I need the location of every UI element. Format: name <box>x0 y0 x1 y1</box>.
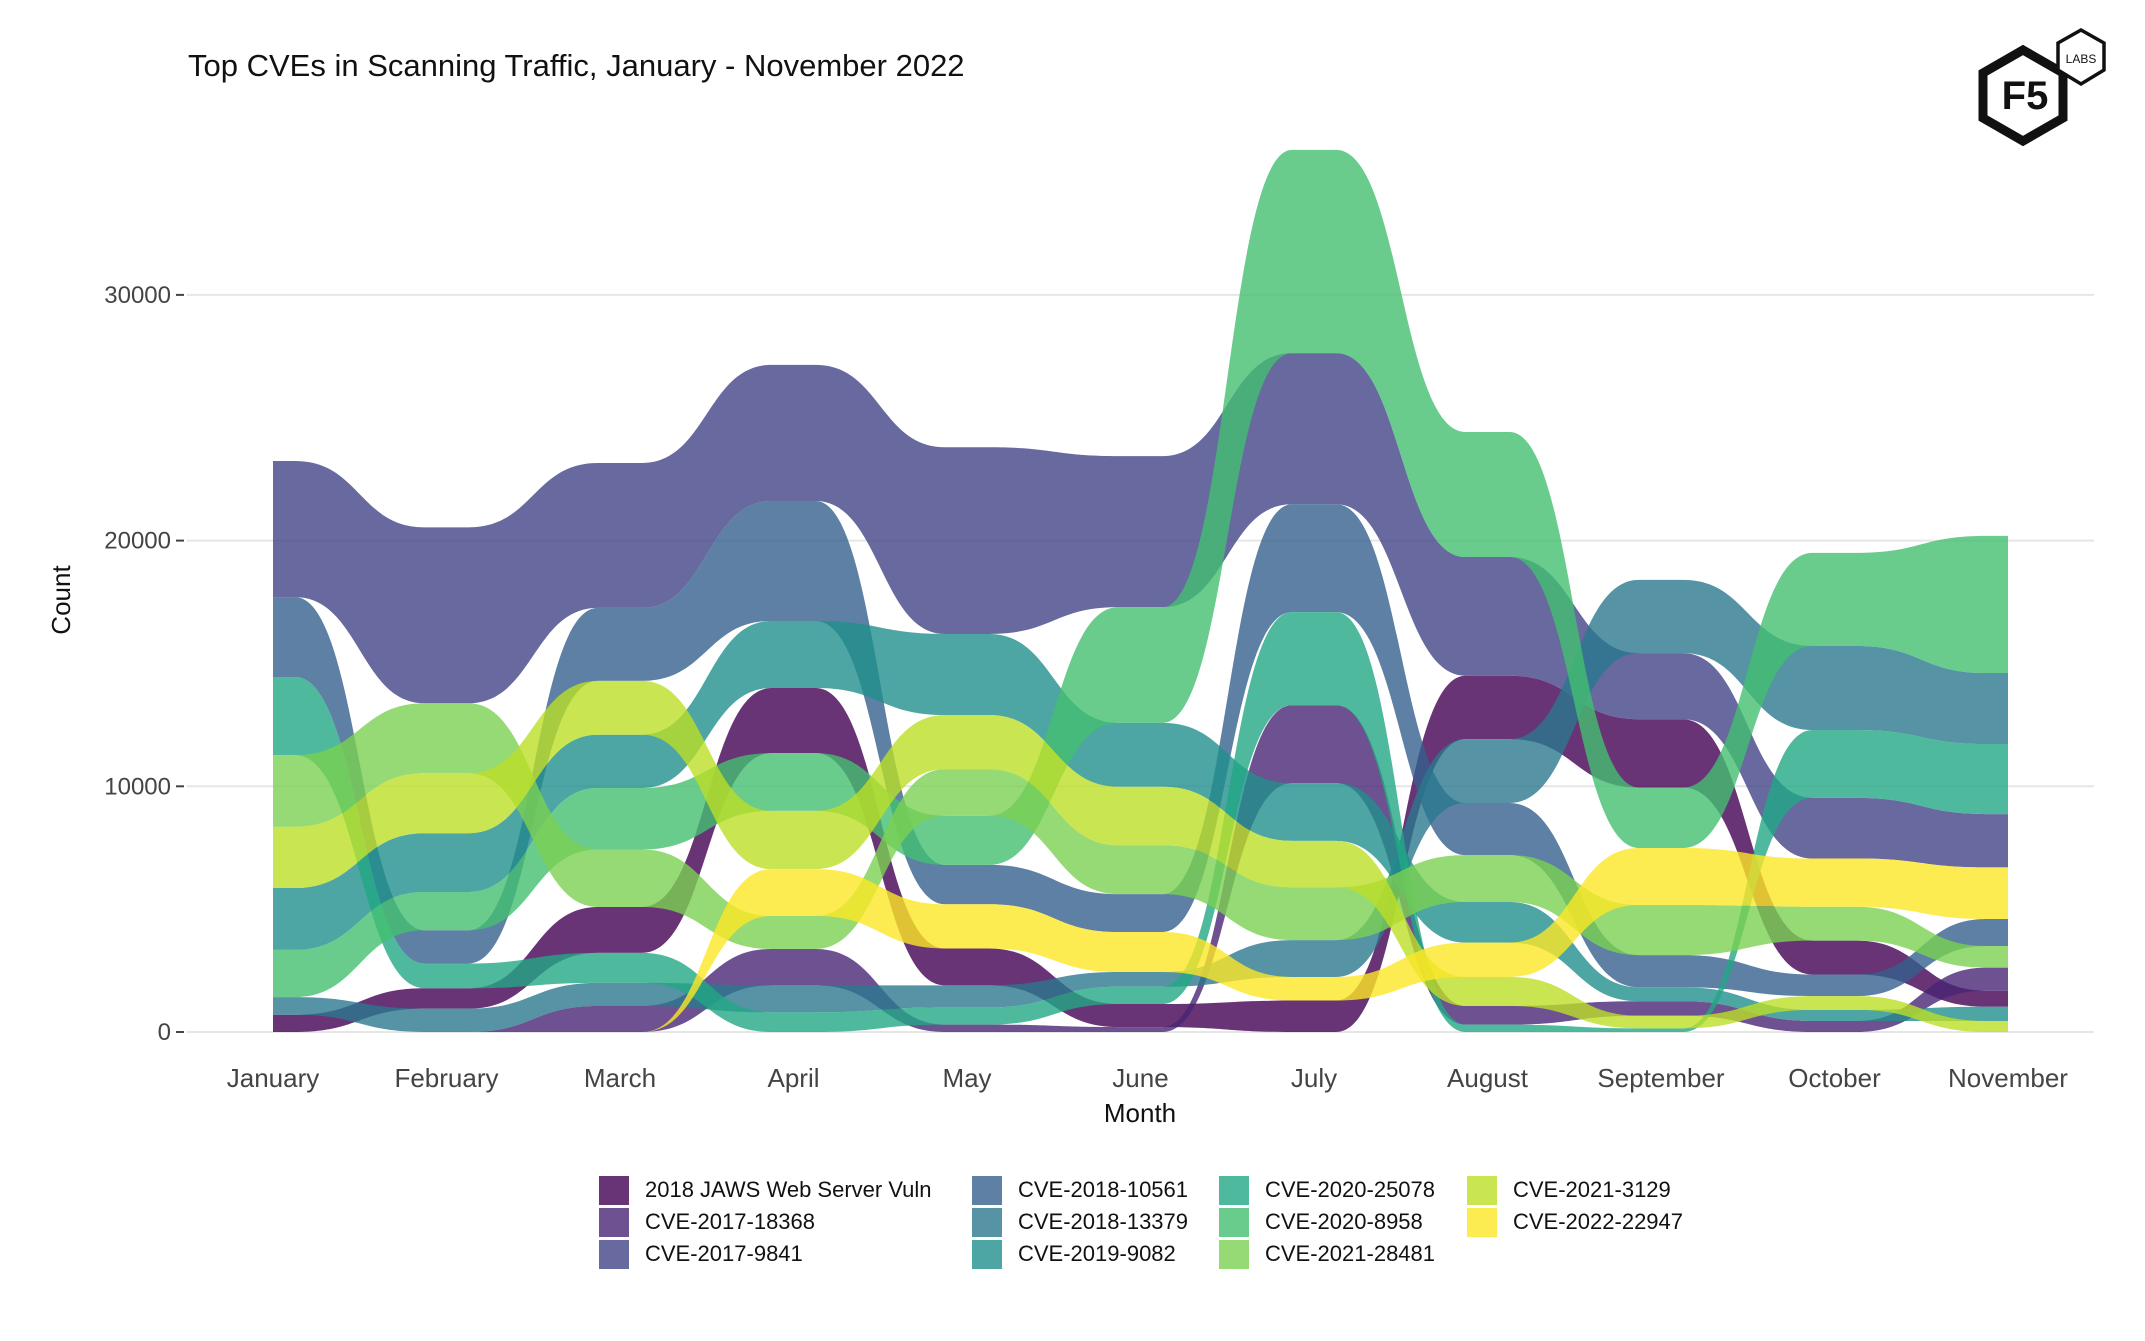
y-tick-label: 20000 <box>104 528 171 555</box>
x-tick-label: October <box>1788 1063 1881 1093</box>
legend-item: 2018 JAWS Web Server Vuln <box>599 1175 932 1205</box>
legend-swatch <box>1467 1175 1497 1205</box>
x-tick-label: May <box>942 1063 991 1093</box>
x-tick-label: March <box>584 1063 656 1093</box>
flow-cve-2018-10561 <box>273 501 2008 997</box>
y-tick-label: 30000 <box>104 282 171 309</box>
legend-item: CVE-2020-25078 <box>1219 1175 1435 1205</box>
x-tick-label: July <box>1291 1063 1337 1093</box>
legend-label: CVE-2017-9841 <box>645 1241 803 1266</box>
legend-swatch <box>599 1239 629 1269</box>
logo-main-text: F5 <box>2002 74 2049 118</box>
legend-item: CVE-2022-22947 <box>1467 1207 1683 1237</box>
x-tick-label: June <box>1112 1063 1168 1093</box>
legend-swatch <box>972 1239 1002 1269</box>
legend-label: CVE-2020-25078 <box>1265 1177 1436 1202</box>
legend-label: CVE-2019-9082 <box>1018 1241 1176 1266</box>
legend-item: CVE-2020-8958 <box>1219 1207 1423 1237</box>
legend-item: CVE-2021-28481 <box>1219 1239 1435 1269</box>
legend-swatch <box>599 1207 629 1237</box>
legend-label: CVE-2020-8958 <box>1265 1209 1423 1234</box>
legend-item: CVE-2021-3129 <box>1467 1175 1671 1205</box>
legend-swatch <box>972 1175 1002 1205</box>
legend-item: CVE-2019-9082 <box>972 1239 1176 1269</box>
logo-badge-hexagon <box>2056 27 2106 87</box>
f5-labs-logo: F5 LABS <box>1978 27 2106 147</box>
legend-item: CVE-2018-13379 <box>972 1207 1188 1237</box>
x-tick-label: April <box>767 1063 819 1093</box>
legend-label: CVE-2021-28481 <box>1265 1241 1436 1266</box>
flow-cve-2021-3129 <box>273 680 2008 1032</box>
x-tick-label: August <box>1447 1063 1529 1093</box>
flow-cve-2017-9841 <box>273 353 2008 868</box>
legend-swatch <box>1219 1175 1249 1205</box>
legend-label: CVE-2018-10561 <box>1018 1177 1189 1202</box>
x-tick-label: January <box>227 1063 320 1093</box>
legend-label: CVE-2018-13379 <box>1018 1209 1189 1234</box>
y-tick-label: 10000 <box>104 773 171 800</box>
legend-label: CVE-2021-3129 <box>1513 1177 1671 1202</box>
flow-2018-jaws-web-server-vuln <box>273 675 2008 1032</box>
legend-label: CVE-2022-22947 <box>1513 1209 1684 1234</box>
legend-item: CVE-2017-18368 <box>599 1207 815 1237</box>
logo-badge-text: LABS <box>2066 52 2097 66</box>
legend-swatch <box>599 1175 629 1205</box>
x-tick-label: February <box>394 1063 498 1093</box>
x-axis-title: Month <box>1104 1098 1176 1128</box>
legend-swatch <box>972 1207 1002 1237</box>
legend-swatch <box>1219 1207 1249 1237</box>
chart-title: Top CVEs in Scanning Traffic, January - … <box>188 48 965 83</box>
x-tick-label: November <box>1948 1063 2068 1093</box>
legend-item: CVE-2017-9841 <box>599 1239 803 1269</box>
flow-cve-2019-9082 <box>273 620 2008 1021</box>
y-tick-label: 0 <box>158 1019 171 1046</box>
x-tick-label: September <box>1597 1063 1725 1093</box>
x-axis: January February March April May June July Augu… <box>227 1063 2069 1093</box>
legend-item: CVE-2018-10561 <box>972 1175 1188 1205</box>
y-axis-title: Count <box>46 565 76 635</box>
chart-flows <box>273 149 2008 1033</box>
legend-label: CVE-2017-18368 <box>645 1209 816 1234</box>
legend-swatch <box>1467 1207 1497 1237</box>
legend-label: 2018 JAWS Web Server Vuln <box>645 1177 932 1202</box>
legend-swatch <box>1219 1239 1249 1269</box>
y-axis: 0 10000 20000 30000 <box>104 282 184 1046</box>
